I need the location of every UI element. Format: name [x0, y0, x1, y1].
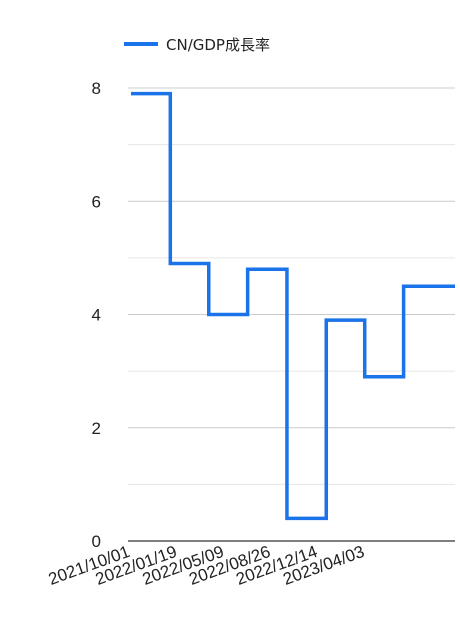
legend: CN/GDP成長率	[124, 36, 270, 54]
y-tick-label: 2	[92, 419, 101, 438]
legend-label: CN/GDP成長率	[166, 36, 270, 54]
y-tick-label: 8	[92, 79, 101, 98]
series-line	[131, 91, 455, 521]
y-tick-label: 6	[92, 192, 101, 211]
y-tick-label: 4	[92, 306, 101, 325]
y-axis-labels: 0 2 4 6 8	[92, 79, 101, 551]
gridlines	[128, 87, 455, 542]
y-tick-label: 0	[92, 532, 101, 551]
series	[131, 91, 455, 521]
